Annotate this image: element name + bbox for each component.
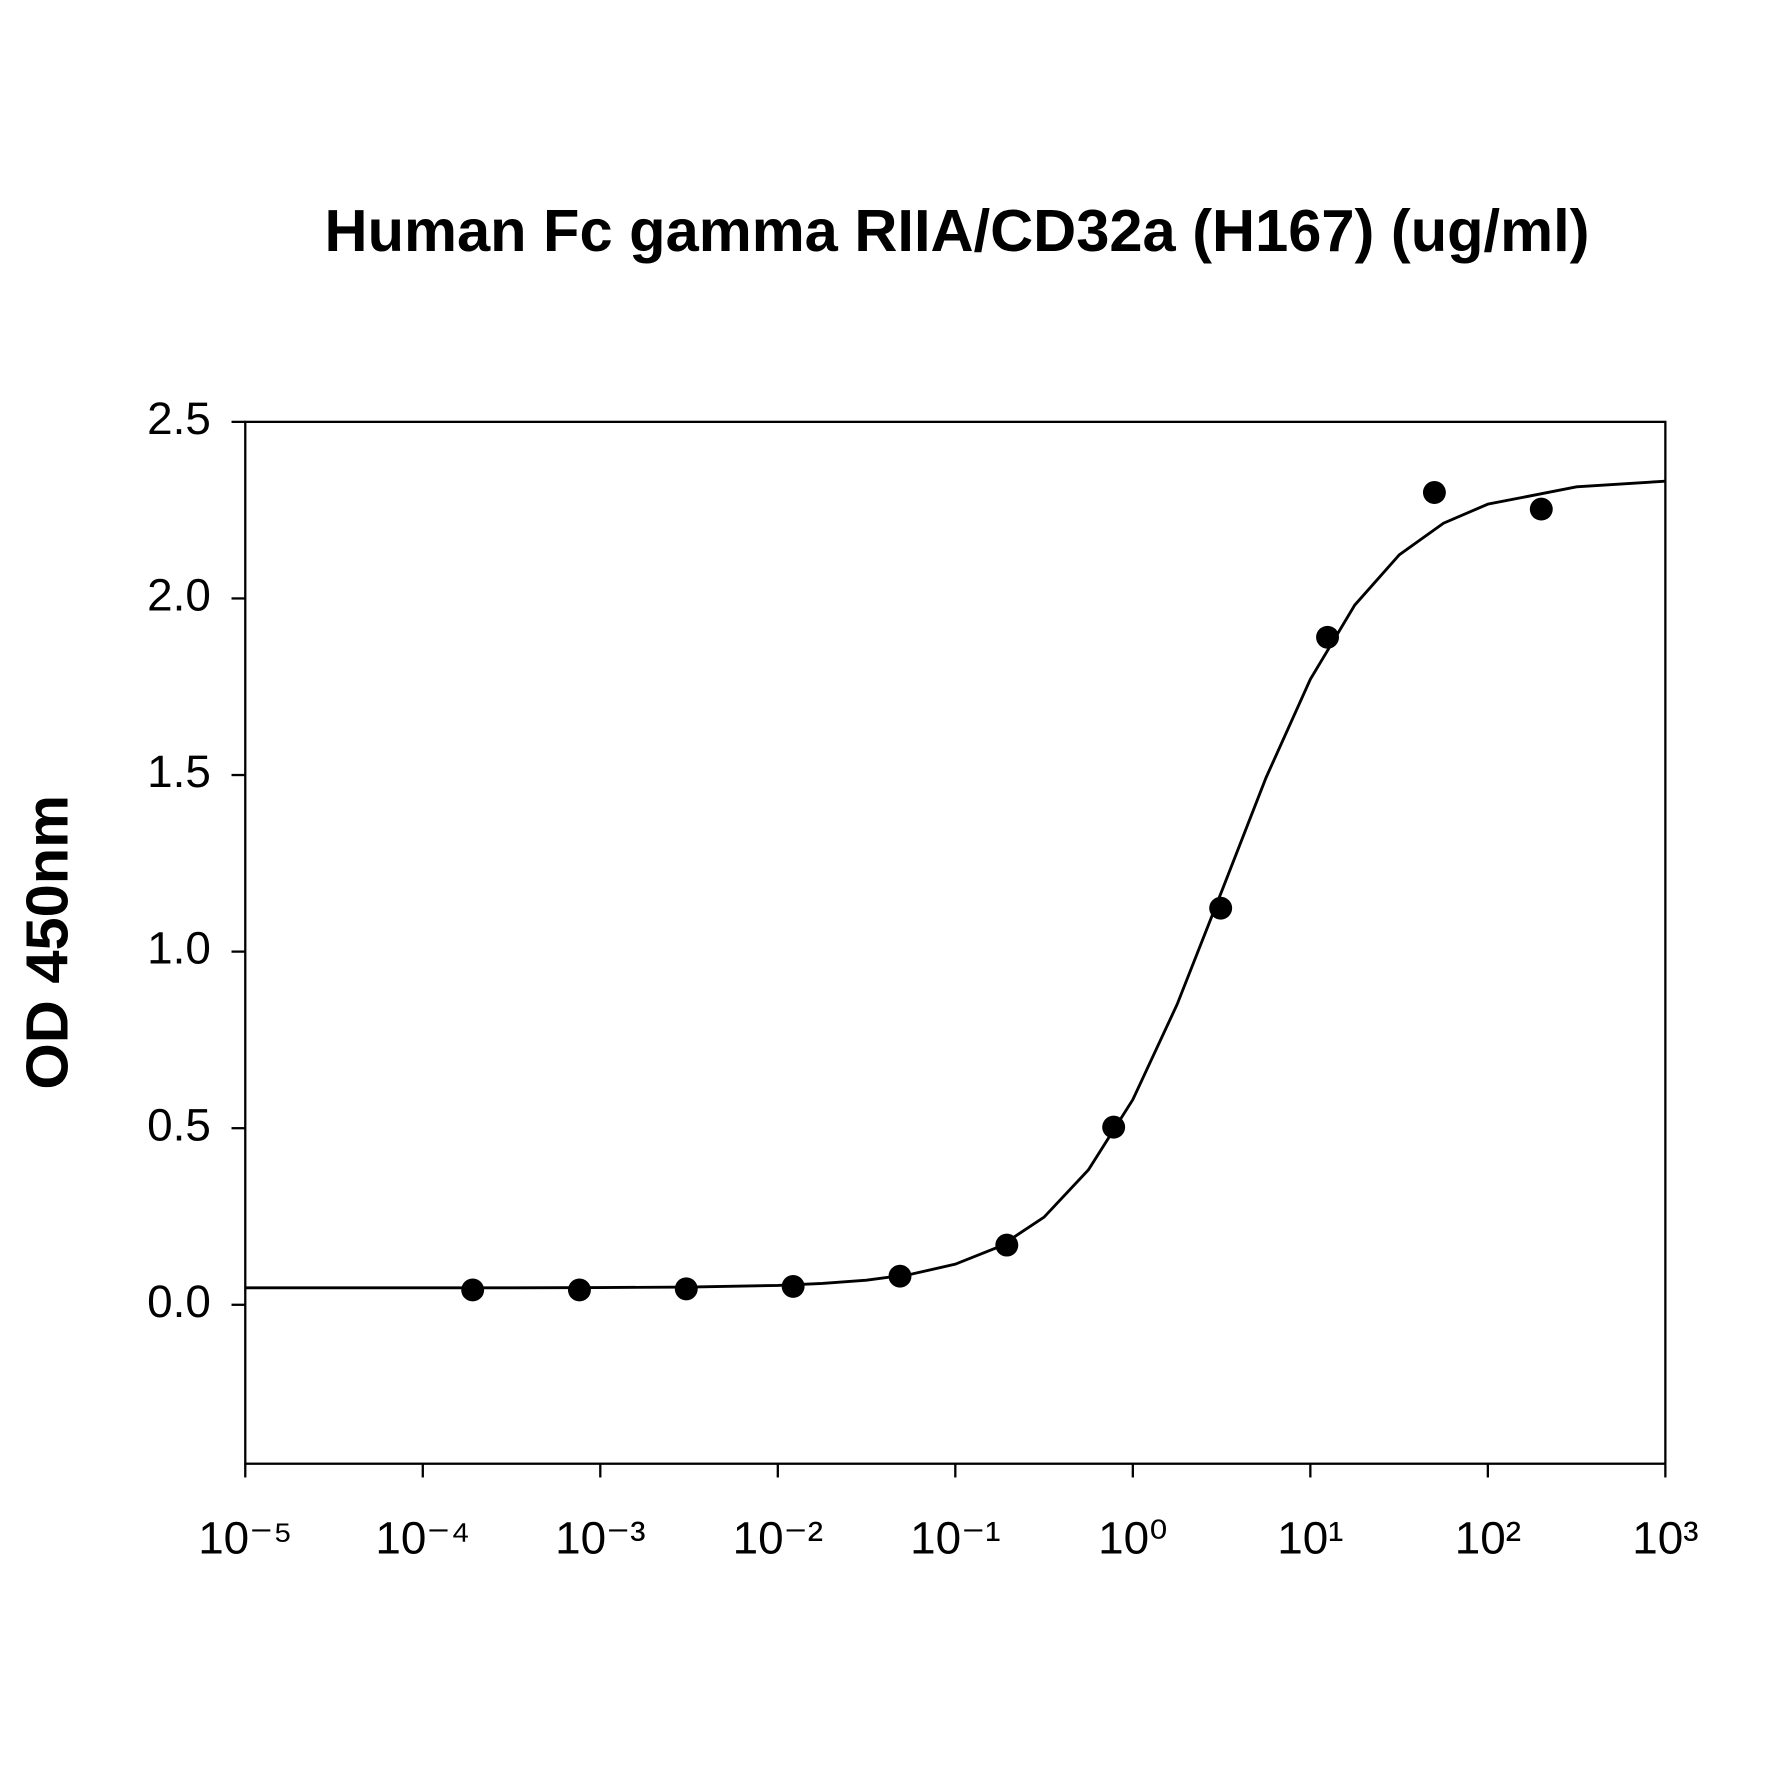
fit-curve [245,479,1666,1290]
data-point [1422,481,1446,504]
y-tick-label: 2.0 [147,570,211,621]
x-tick-label: 10³ [1632,1513,1698,1564]
y-tick-label: 0.5 [147,1099,211,1150]
x-tick-label: 10⁻² [733,1513,823,1564]
x-tick-label: 10⁻⁵ [198,1513,292,1564]
x-tick-label: 10² [1455,1513,1521,1564]
data-point [674,1277,698,1301]
y-tick-label: 0.0 [147,1276,211,1327]
data-point [781,1274,805,1298]
x-tick-label: 10⁻³ [555,1513,645,1564]
data-point [1209,896,1233,920]
y-tick-label: 2.5 [147,393,211,444]
x-tick-label: 10⁻⁴ [375,1513,470,1564]
x-tick-label: 10⁰ [1098,1513,1167,1564]
y-tick-label: 1.5 [147,746,211,797]
chart-title: Human Fc gamma RIIA/CD32a (H167) (ug/ml) [325,197,1590,264]
x-tick-label: 10¹ [1277,1513,1343,1564]
x-tick-label: 10⁻¹ [910,1513,1000,1564]
data-point [567,1278,591,1302]
data-point [1529,497,1553,521]
y-axis-label: OD 450nm [13,795,80,1090]
data-point [461,1278,485,1302]
y-tick-label: 1.0 [147,923,211,974]
